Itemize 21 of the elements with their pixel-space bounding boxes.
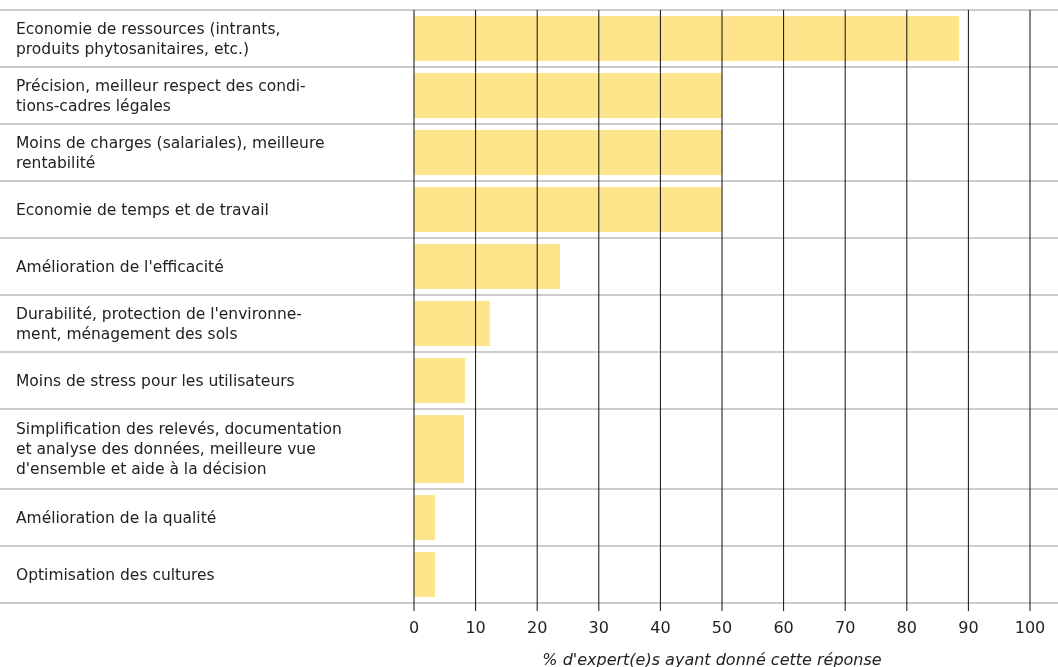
x-tick-label: 100 (1014, 618, 1046, 637)
y-tick-label: Simplification des relevés, documentation et analyse des données, meilleure vue d'ensemble et aide à la décision (16, 420, 342, 478)
x-tick-label: 90 (958, 618, 979, 637)
y-tick-label: Optimisation des cultures (16, 565, 215, 584)
y-tick-label: Moins de charges (salariales), meilleure rentabilité (16, 133, 325, 172)
x-tick-label: 80 (896, 618, 917, 637)
x-tick-label: 50 (711, 618, 733, 637)
x-tick-label: 70 (835, 618, 856, 637)
y-tick-label: Précision, meilleur respect des condi- tions-cadres légales (16, 76, 306, 115)
y-tick-label: Durabilité, protection de l'environne- ment, ménagement des sols (16, 304, 302, 343)
y-tick-label: Amélioration de la qualité (16, 508, 217, 527)
y-tick-label: Economie de ressources (intrants, produits phytosanitaires, etc.) (16, 19, 281, 58)
x-tick-label: 0 (408, 618, 420, 637)
x-tick-label: 60 (773, 618, 794, 637)
x-tick-label: 30 (588, 618, 609, 637)
x-tick-label: 20 (527, 618, 548, 637)
y-tick-label: Amélioration de l'efficacité (16, 257, 224, 276)
y-tick-label: Moins de stress pour les utilisateurs (16, 371, 295, 390)
x-tick-label: 10 (465, 618, 486, 637)
x-tick-label: 40 (650, 618, 671, 637)
y-tick-label: Economie de temps et de travail (16, 200, 269, 219)
